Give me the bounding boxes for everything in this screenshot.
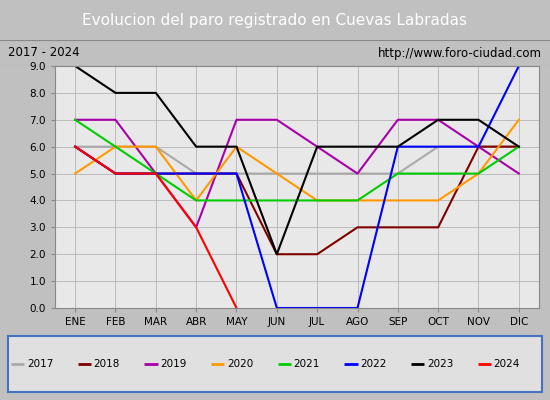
Text: http://www.foro-ciudad.com: http://www.foro-ciudad.com (378, 46, 542, 60)
Text: Evolucion del paro registrado en Cuevas Labradas: Evolucion del paro registrado en Cuevas … (82, 12, 468, 28)
Text: 2017: 2017 (27, 359, 53, 369)
Text: 2023: 2023 (427, 359, 453, 369)
Text: 2022: 2022 (360, 359, 387, 369)
Text: 2024: 2024 (494, 359, 520, 369)
Text: 2017 - 2024: 2017 - 2024 (8, 46, 80, 60)
Text: 2021: 2021 (294, 359, 320, 369)
Text: 2018: 2018 (94, 359, 120, 369)
Text: 2020: 2020 (227, 359, 253, 369)
Text: 2019: 2019 (160, 359, 186, 369)
